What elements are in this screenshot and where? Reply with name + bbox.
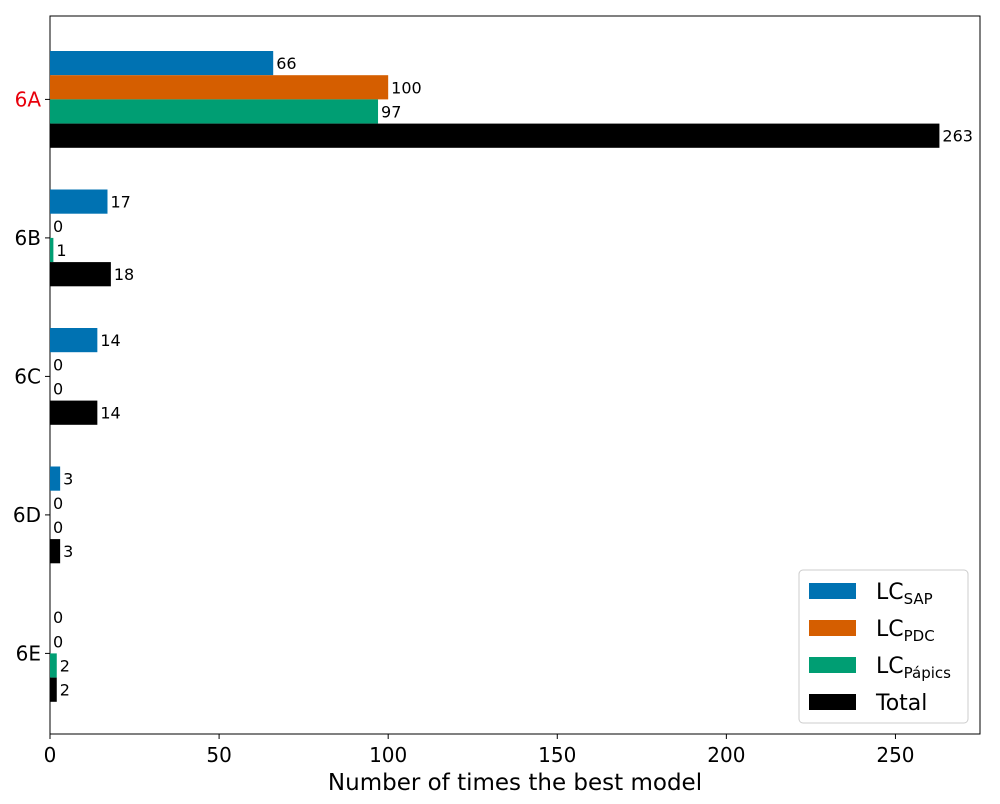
data-label: 100 bbox=[391, 78, 422, 97]
y-tick-label: 6C bbox=[14, 364, 41, 388]
legend-entry: LCPDC bbox=[876, 617, 935, 645]
y-tick-label: 6E bbox=[16, 641, 41, 665]
data-label: 66 bbox=[276, 54, 296, 73]
bar-6d-series-0 bbox=[50, 466, 61, 491]
legend-swatch bbox=[809, 694, 856, 710]
data-label: 14 bbox=[100, 331, 120, 350]
x-tick-label: 0 bbox=[44, 743, 57, 767]
data-label: 18 bbox=[114, 265, 134, 284]
bar-6a-series-2 bbox=[50, 99, 379, 124]
data-label: 0 bbox=[53, 608, 63, 627]
x-tick-label: 200 bbox=[707, 743, 745, 767]
bar-6d-series-3 bbox=[50, 539, 61, 564]
data-label: 17 bbox=[110, 193, 130, 212]
bar-6b-series-3 bbox=[50, 262, 111, 287]
data-label: 3 bbox=[63, 470, 73, 489]
data-label: 0 bbox=[53, 494, 63, 513]
legend-entry-name: Total bbox=[875, 691, 927, 716]
bar-6e-series-3 bbox=[50, 677, 57, 702]
data-label: 2 bbox=[60, 657, 70, 676]
legend-swatch bbox=[809, 583, 856, 599]
data-label: 0 bbox=[53, 355, 63, 374]
x-axis-title: Number of times the best model bbox=[328, 770, 702, 796]
legend-entry-subscript: Pápics bbox=[904, 664, 951, 682]
data-label: 0 bbox=[53, 380, 63, 399]
bar-6b-series-0 bbox=[50, 189, 108, 214]
data-label: 0 bbox=[53, 217, 63, 236]
data-label: 97 bbox=[381, 103, 401, 122]
legend-entry-name: LC bbox=[876, 580, 904, 605]
bar-6e-series-2 bbox=[50, 653, 57, 678]
legend-swatch bbox=[809, 657, 856, 673]
data-label: 14 bbox=[100, 404, 120, 423]
bar-6c-series-0 bbox=[50, 328, 98, 353]
legend-entry: LCPápics bbox=[876, 654, 951, 682]
data-label: 1 bbox=[56, 241, 66, 260]
legend-entry-name: LC bbox=[876, 654, 904, 679]
data-label: 3 bbox=[63, 542, 73, 561]
y-tick-label: 6A bbox=[15, 87, 42, 111]
x-tick-label: 150 bbox=[538, 743, 576, 767]
legend-swatch bbox=[809, 620, 856, 636]
bar-6a-series-3 bbox=[50, 123, 940, 148]
data-label: 0 bbox=[53, 518, 63, 537]
legend-entry-subscript: PDC bbox=[904, 627, 935, 645]
bar-6a-series-0 bbox=[50, 51, 274, 76]
bar-6c-series-3 bbox=[50, 400, 98, 425]
legend-entry-subscript: SAP bbox=[904, 590, 933, 608]
data-label: 0 bbox=[53, 632, 63, 651]
legend-entry: Total bbox=[875, 691, 927, 716]
data-label: 263 bbox=[942, 127, 973, 146]
bar-6a-series-1 bbox=[50, 75, 389, 100]
data-label: 2 bbox=[60, 681, 70, 700]
x-tick-label: 100 bbox=[369, 743, 407, 767]
y-tick-label: 6B bbox=[15, 226, 41, 250]
legend-entry: LCSAP bbox=[876, 580, 933, 608]
x-tick-label: 250 bbox=[876, 743, 914, 767]
legend-entry-name: LC bbox=[876, 617, 904, 642]
bar-6b-series-2 bbox=[50, 237, 54, 263]
x-tick-label: 50 bbox=[206, 743, 231, 767]
legend-box bbox=[798, 569, 969, 724]
y-tick-label: 6D bbox=[13, 503, 41, 527]
